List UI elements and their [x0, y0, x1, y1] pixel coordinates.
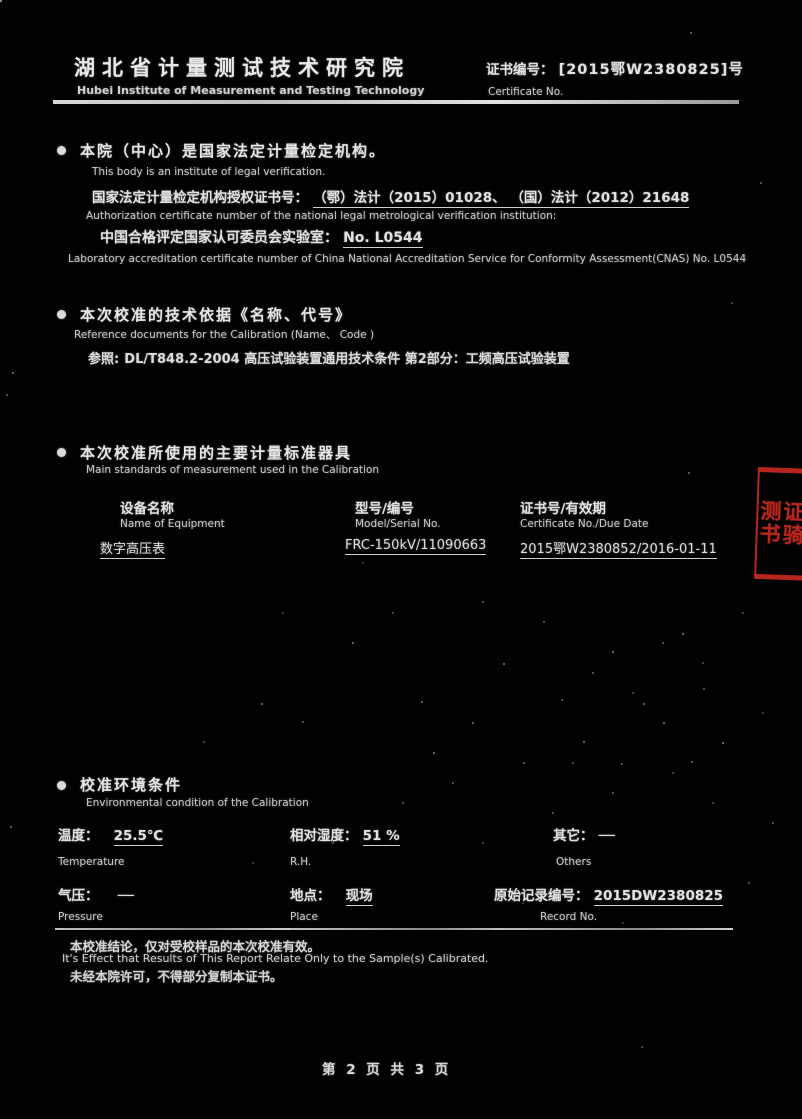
model-serial-cell: FRC-150kV/11090663	[345, 538, 487, 555]
red-paging-seal: 测 证 书 骑	[754, 466, 802, 582]
org-title-cn: 湖北省计量测试技术研究院	[74, 56, 410, 80]
header-rule	[53, 100, 739, 104]
record-no-label-en: Record No.	[540, 911, 598, 923]
others-value: ──	[598, 828, 615, 844]
pressure-value: ──	[117, 888, 134, 904]
page-number-footer: 第 2 页 共 3 页	[322, 1062, 452, 1078]
bullet-icon	[57, 781, 66, 790]
table-header-equipment-cn: 设备名称	[120, 501, 174, 517]
place-field: 地点： 现场	[290, 884, 373, 906]
pressure-label-en: Pressure	[58, 911, 103, 923]
equipment-name-cell: 数字高压表	[100, 538, 166, 559]
org-title-en: Hubei Institute of Measurement and Testi…	[77, 84, 425, 97]
section2-title-en: Reference documents for the Calibration …	[74, 329, 375, 341]
humidity-label-cn: 相对湿度：	[290, 828, 358, 844]
env-rule-right	[493, 928, 733, 930]
seal-bottom-bar	[754, 573, 802, 581]
cnas-line: 中国合格评定国家认可委员会实验室： No. L0544	[100, 227, 423, 248]
others-field: 其它： ──	[553, 824, 615, 844]
temperature-field: 温度： 25.5℃	[58, 824, 164, 846]
cnas-en: Laboratory accreditation certificate num…	[68, 253, 747, 265]
certificate-no-label-cn: 证书编号：	[486, 62, 554, 78]
table-header-model-en: Model/Serial No.	[355, 518, 441, 530]
others-label-cn: 其它：	[553, 828, 594, 844]
others-label-en: Others	[556, 856, 592, 868]
seal-top-bar	[757, 467, 802, 475]
humidity-label-en: R.H.	[290, 856, 312, 868]
section4-title-en: Environmental condition of the Calibrati…	[86, 797, 309, 809]
authorization-line: 国家法定计量检定机构授权证书号： （鄂）法计（2015）01028、 （国）法计…	[92, 186, 690, 208]
section3-title-en: Main standards of measurement used in th…	[86, 464, 380, 476]
table-header-model-cn: 型号/编号	[355, 501, 414, 517]
note-line1-cn: 本校准结论，仅对受校样品的本次校准有效。	[70, 939, 321, 954]
seal-char: 骑	[782, 522, 802, 548]
note-line2-cn: 未经本院许可，不得部分复制本证书。	[70, 969, 283, 984]
section1-title-cn: 本院（中心）是国家法定计量检定机构。	[80, 142, 387, 160]
section3-title-cn: 本次校准所使用的主要计量标准器具	[80, 444, 353, 462]
cnas-label: 中国合格评定国家认可委员会实验室：	[100, 230, 338, 246]
place-label-en: Place	[290, 911, 318, 923]
env-rule-left	[55, 928, 290, 930]
seal-char: 测	[760, 499, 782, 524]
authorization-label: 国家法定计量检定机构授权证书号：	[92, 190, 308, 206]
cnas-value: No. L0544	[343, 230, 423, 248]
place-label-cn: 地点：	[290, 888, 331, 904]
env-rule-middle	[290, 928, 525, 930]
humidity-value: 51 %	[362, 828, 400, 846]
section1-title-en: This body is an institute of legal verif…	[92, 166, 326, 178]
section4-title-cn: 校准环境条件	[80, 776, 183, 794]
certificate-no-value: [2015鄂W2380825]号	[558, 62, 744, 78]
bullet-icon	[57, 448, 66, 457]
record-no-value: 2015DW2380825	[593, 888, 724, 906]
section2-title-cn: 本次校准的技术依据《名称、代号》	[80, 306, 353, 324]
table-header-certificate-cn: 证书号/有效期	[520, 501, 606, 517]
temperature-label-cn: 温度：	[58, 828, 99, 844]
temperature-value: 25.5℃	[113, 828, 164, 846]
humidity-field: 相对湿度： 51 %	[290, 824, 400, 846]
certificate-no-label-en: Certificate No.	[488, 86, 564, 98]
certificate-no-block: 证书编号： [2015鄂W2380825]号	[486, 58, 744, 79]
reference-label: 参照:	[88, 352, 120, 367]
note-line1-en: It's Effect that Results of This Report …	[62, 952, 489, 965]
reference-line: 参照: DL/T848.2-2004 高压试验装置通用技术条件 第2部分：工频高…	[88, 348, 570, 367]
seal-char: 书	[759, 522, 782, 547]
pressure-field: 气压： ──	[58, 884, 134, 904]
record-no-label-cn: 原始记录编号：	[494, 888, 589, 904]
temperature-label-en: Temperature	[58, 856, 125, 868]
table-header-certificate-en: Certificate No./Due Date	[520, 518, 649, 530]
place-value: 现场	[345, 888, 373, 906]
record-no-field: 原始记录编号： 2015DW2380825	[494, 884, 724, 906]
bullet-icon	[57, 310, 66, 319]
authorization-value: （鄂）法计（2015）01028、 （国）法计（2012）21648	[313, 190, 690, 208]
table-header-equipment-en: Name of Equipment	[120, 518, 225, 530]
authorization-en: Authorization certificate number of the …	[86, 210, 557, 222]
certificate-due-cell: 2015鄂W2380852/2016-01-11	[520, 538, 717, 559]
bullet-icon	[57, 146, 66, 155]
scan-noise-layer-pink	[0, 0, 2, 2]
reference-text: DL/T848.2-2004 高压试验装置通用技术条件 第2部分：工频高压试验装…	[124, 352, 570, 367]
pressure-label-cn: 气压：	[58, 888, 99, 904]
seal-char: 证	[783, 499, 802, 525]
